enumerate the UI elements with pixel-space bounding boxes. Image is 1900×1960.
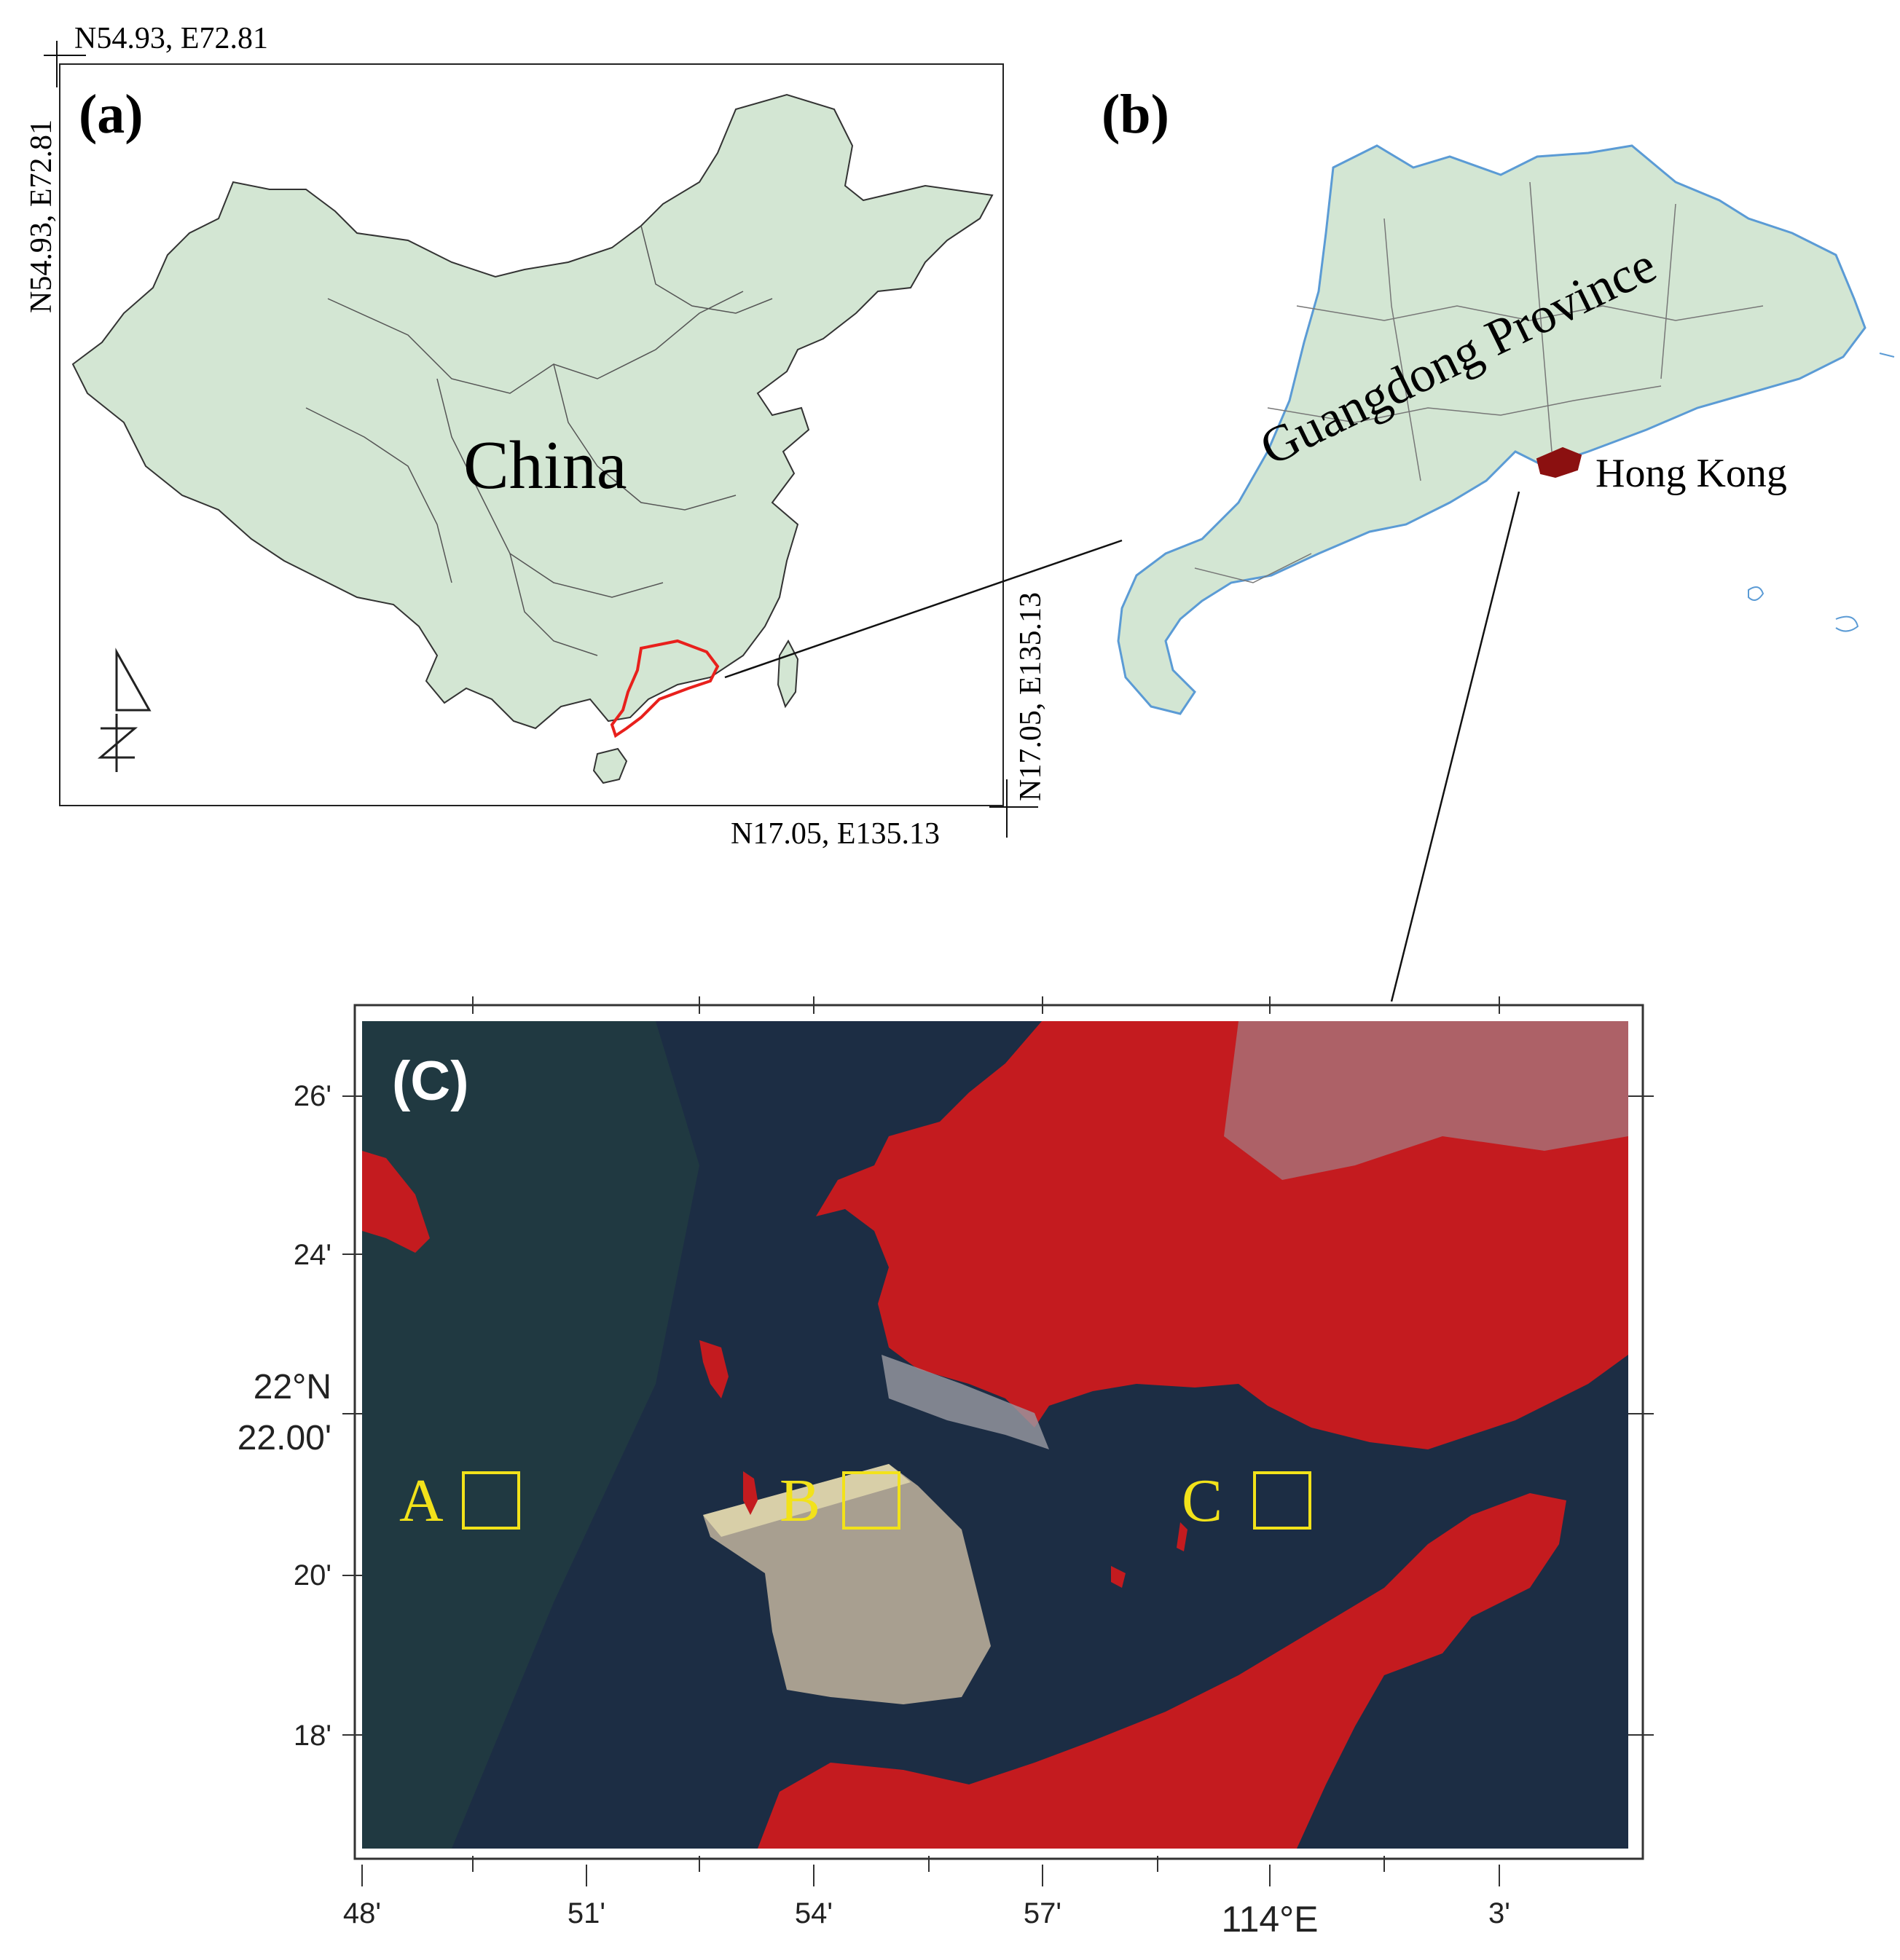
y-tick-22n: 22°N (254, 1368, 331, 1406)
x-tick-114e: 114°E (1221, 1899, 1318, 1940)
corner-coord-bottom-right-horizontal: N17.05, E135.13 (731, 817, 940, 851)
x-tick-57: 57' (1024, 1897, 1061, 1929)
corner-crosshair-bottom-right (989, 779, 1038, 838)
guangdong-landmass (1117, 144, 1866, 715)
panel-a-frame (59, 63, 1004, 806)
china-landmass (71, 93, 994, 730)
x-tick-48: 48' (343, 1897, 381, 1929)
island-small-3 (1177, 1522, 1188, 1551)
y-tick-24: 24' (294, 1239, 331, 1271)
corner-coord-top-left-horizontal: N54.93, E72.81 (74, 22, 268, 55)
airport-island (703, 1464, 991, 1704)
site-c-marker: C (1182, 1467, 1311, 1535)
island-small-1 (699, 1340, 729, 1398)
site-b-box (842, 1471, 900, 1530)
sediment-plume (362, 1021, 699, 1849)
site-a-label: A (399, 1467, 444, 1535)
island-small-2 (743, 1471, 758, 1515)
island-small-4 (1111, 1566, 1126, 1588)
china-label: China (463, 428, 627, 503)
y-tick-22-00: 22.00' (238, 1419, 331, 1457)
y-tick-18: 18' (294, 1720, 331, 1752)
connector-a-to-b (724, 539, 1123, 679)
island-west (362, 1151, 430, 1253)
site-c-box (1253, 1471, 1311, 1530)
panel-c-label: (C) (392, 1050, 469, 1112)
hong-kong-label: Hong Kong (1595, 451, 1787, 496)
site-b-marker: B (780, 1467, 900, 1535)
guangdong-highlight (610, 639, 720, 739)
hainan-island (592, 747, 628, 784)
y-tick-20: 20' (294, 1559, 331, 1591)
site-c-label: C (1182, 1467, 1222, 1535)
site-a-marker: A (399, 1467, 520, 1535)
urban-area-north (1224, 1021, 1628, 1180)
county-boundaries (1194, 181, 1764, 583)
frame-ticks (342, 996, 1654, 1886)
port-area (882, 1355, 1049, 1449)
x-tick-51: 51' (568, 1897, 605, 1929)
x-tick-3: 3' (1488, 1897, 1510, 1929)
province-boundaries (305, 225, 773, 656)
panel-b-label: (b) (1102, 84, 1169, 145)
taiwan-island (777, 639, 799, 709)
lantau-island-land (758, 1493, 1566, 1849)
panel-a: N54.93, E72.81 N54.93, E72.81 N17.05, E1… (25, 22, 1048, 851)
corner-coord-bottom-right-vertical: N17.05, E135.13 (1014, 592, 1048, 801)
corner-crosshair-top-left (44, 41, 86, 87)
hong-kong-region (1536, 446, 1582, 479)
offshore-islands (1748, 353, 1895, 632)
x-tick-54: 54' (795, 1897, 833, 1929)
panel-a-label: (a) (79, 84, 144, 145)
panel-c: (C) A B C 26' 24' 22°N 22.00' 20' 18' 48… (238, 996, 1654, 1940)
site-b-label: B (780, 1467, 820, 1535)
corner-coord-top-left-vertical: N54.93, E72.81 (25, 119, 58, 313)
y-tick-26: 26' (294, 1080, 331, 1112)
panel-b: (b) Guangdong Province Hong Kong (1102, 84, 1895, 715)
north-arrow-icon (97, 648, 152, 772)
site-a-box (462, 1471, 520, 1530)
airport-runway-sand (703, 1464, 911, 1537)
connector-b-to-c (1390, 491, 1520, 1002)
